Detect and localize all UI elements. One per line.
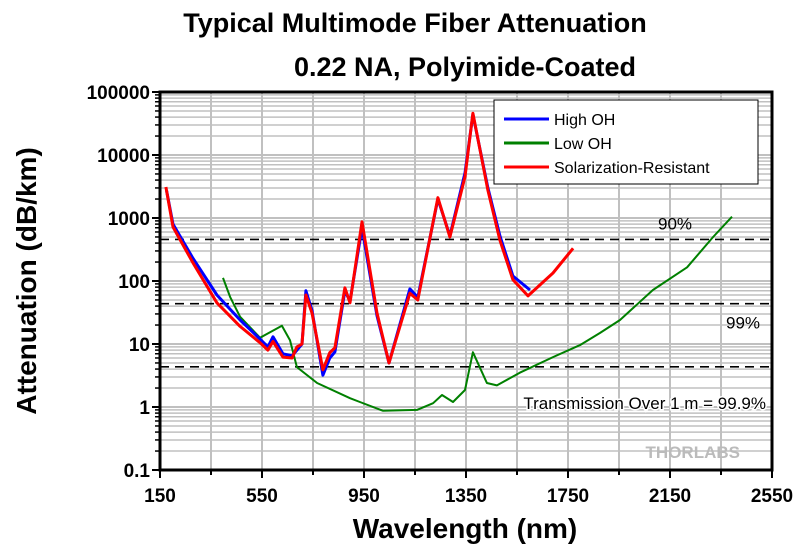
- legend-box: [493, 99, 759, 185]
- y-tick-label: 1000: [108, 209, 150, 230]
- legend-label: High OH: [554, 112, 615, 129]
- axes: 150 550 950 1350 1750 2150 2550 0.1 1 10 100 1000 10…: [87, 83, 794, 507]
- x-tick-label: 2150: [649, 486, 691, 507]
- series-group: [164, 111, 733, 412]
- chart-title: Typical Multimode Fiber Attenuation: [183, 8, 647, 38]
- y-tick-label: 100: [118, 272, 150, 293]
- y-tick-label: 100000: [87, 83, 150, 104]
- reference-lines: 90% 99% Transmission Over 1 m = 99.9%: [160, 214, 772, 414]
- y-axis-label: Attenuation (dB/km): [11, 147, 42, 415]
- legend-label: Solarization-Resistant: [554, 160, 710, 177]
- thorlabs-watermark: THORLABS: [646, 443, 740, 462]
- y-tick-label: 1: [139, 398, 150, 419]
- legend-label: Low OH: [554, 136, 612, 153]
- series-line-low-oh: [222, 216, 733, 412]
- x-tick-label: 2550: [751, 486, 793, 507]
- y-tick-label: 10000: [97, 146, 150, 167]
- x-tick-label: 550: [246, 486, 278, 507]
- reference-label: 99%: [726, 314, 760, 333]
- x-tick-label: 1750: [547, 486, 589, 507]
- chart-subtitle: 0.22 NA, Polyimide-Coated: [294, 52, 636, 82]
- reference-label: Transmission Over 1 m = 99.9%: [523, 394, 766, 413]
- x-axis-label: Wavelength (nm): [353, 513, 578, 544]
- reference-label: 90%: [658, 214, 692, 233]
- y-tick-label: 0.1: [124, 461, 151, 482]
- legend: High OH Low OH Solarization-Resistant: [493, 99, 759, 185]
- x-tick-label: 950: [348, 486, 380, 507]
- y-tick-label: 10: [129, 335, 150, 356]
- x-tick-label: 1350: [445, 486, 487, 507]
- series-line-high-oh: [165, 113, 531, 377]
- x-tick-label: 150: [144, 486, 176, 507]
- series-line-solarization-resistant: [164, 111, 575, 372]
